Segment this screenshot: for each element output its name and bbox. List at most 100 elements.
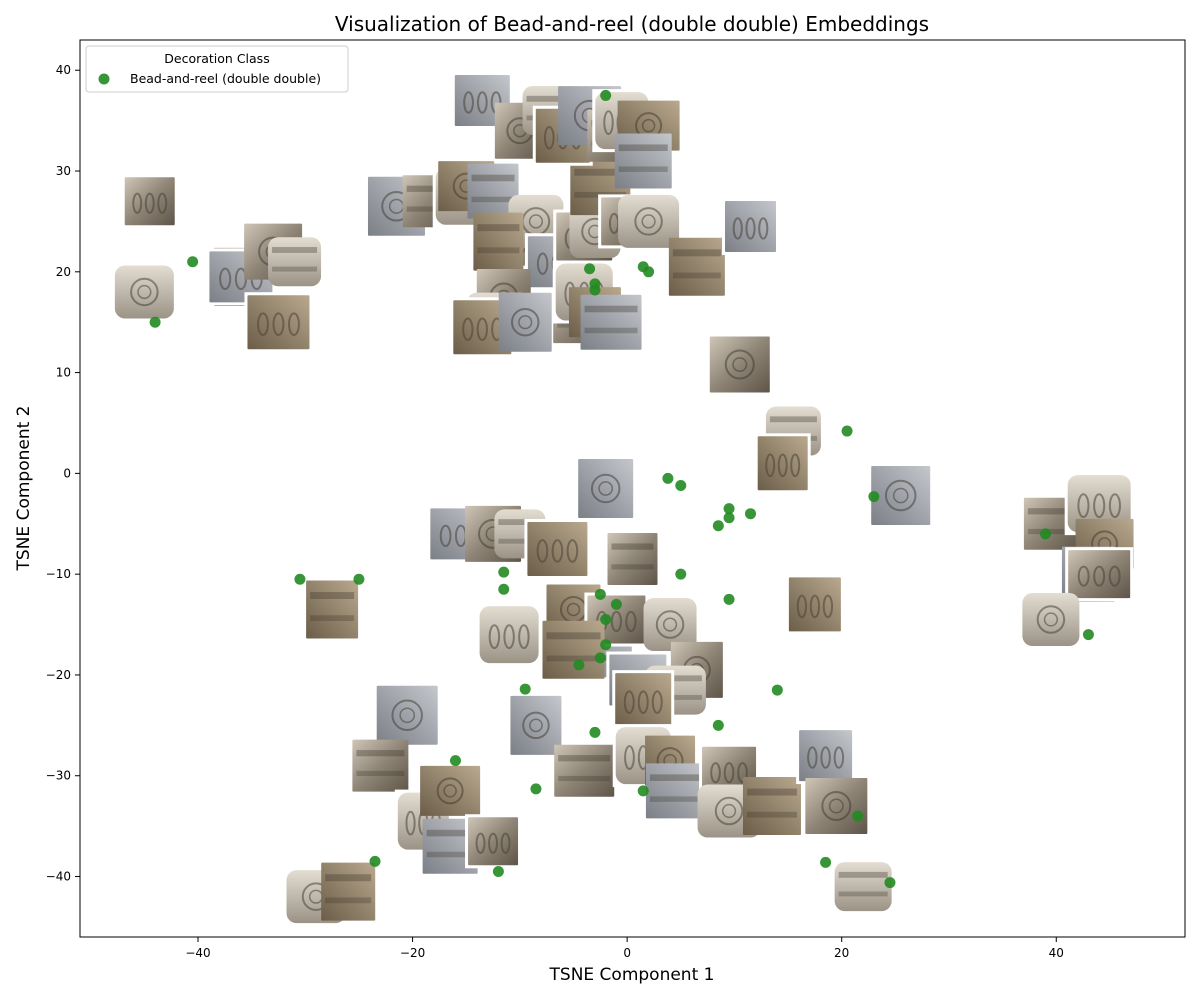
- image-thumbnail: [645, 763, 705, 819]
- scatter-point: [771, 684, 783, 696]
- scatter-point: [594, 652, 606, 664]
- scatter-point: [675, 479, 687, 491]
- image-thumbnail: [498, 292, 552, 352]
- scatter-point: [584, 263, 596, 275]
- scatter-point: [492, 865, 504, 877]
- scatter-point: [884, 877, 896, 889]
- scatter-point: [498, 566, 510, 578]
- scatter-point: [589, 726, 601, 738]
- legend: Decoration Class Bead-and-reel (double d…: [85, 45, 349, 93]
- y-tick-label: 30: [56, 164, 71, 178]
- x-axis-ticks: −40 −20 0 20 40: [185, 937, 1064, 960]
- image-thumbnail: [785, 574, 844, 635]
- image-thumbnail: [1022, 593, 1080, 647]
- scatter-point: [1082, 629, 1094, 641]
- scatter-point: [600, 614, 612, 626]
- image-thumbnail: [524, 518, 591, 579]
- scatter-point: [841, 425, 853, 437]
- y-tick-label: −40: [46, 870, 71, 884]
- y-tick-label: 0: [63, 466, 71, 480]
- scatter-points: [149, 89, 1094, 889]
- legend-marker: [98, 73, 110, 85]
- image-thumbnail: [578, 459, 634, 518]
- image-thumbnail: [114, 265, 174, 319]
- image-thumbnail: [542, 620, 605, 679]
- image-thumbnail: [754, 433, 811, 494]
- y-tick-label: −30: [46, 769, 71, 783]
- image-thumbnail: [450, 297, 515, 358]
- image-thumbnail: [554, 744, 615, 797]
- image-thumbnail: [722, 197, 780, 255]
- image-thumbnail: [580, 294, 642, 350]
- scatter-point: [712, 520, 724, 532]
- y-tick-label: 20: [56, 265, 71, 279]
- scatter-point: [294, 573, 306, 585]
- image-thumbnail: [268, 237, 322, 287]
- chart-title: Visualization of Bead-and-reel (double d…: [335, 12, 929, 36]
- image-thumbnail: [244, 292, 313, 353]
- image-thumbnail: [668, 237, 725, 296]
- image-thumbnail: [805, 777, 868, 834]
- plot-frame: [79, 39, 1186, 938]
- scatter-point: [1040, 528, 1052, 540]
- legend-title: Decoration Class: [164, 51, 269, 66]
- x-tick-label: 0: [623, 946, 631, 960]
- image-thumbnail: [467, 163, 519, 219]
- image-thumbnail: [376, 685, 438, 745]
- image-thumbnail: [473, 212, 524, 271]
- image-thumbnail: [451, 71, 513, 129]
- image-thumbnail: [1065, 547, 1134, 602]
- image-thumbnail: [121, 174, 178, 229]
- image-thumbnail: [510, 695, 562, 755]
- image-thumbnail: [422, 818, 478, 874]
- scatter-point: [723, 593, 735, 605]
- y-tick-label: 40: [56, 63, 71, 77]
- image-thumbnail: [352, 739, 409, 792]
- scatter-point: [868, 491, 880, 503]
- image-thumbnail: [643, 598, 697, 652]
- scatter-point: [852, 810, 864, 822]
- y-axis-ticks: −40 −30 −20 −10 0 10 20 30 40: [46, 63, 80, 884]
- scatter-point: [675, 568, 687, 580]
- scatter-point: [498, 583, 510, 595]
- image-thumbnail: [612, 670, 675, 731]
- scatter-point: [643, 266, 655, 278]
- scatter-point: [589, 284, 601, 296]
- y-tick-label: −10: [46, 567, 71, 581]
- scatter-point: [353, 573, 365, 585]
- scatter-point: [662, 472, 674, 484]
- image-thumbnail: [614, 133, 672, 189]
- image-thumbnail: [607, 533, 658, 586]
- image-thumbnail: [618, 194, 680, 248]
- image-thumbnail: [465, 814, 522, 869]
- scatter-point: [449, 755, 461, 767]
- scatter-point: [723, 503, 735, 515]
- scatter-point: [600, 639, 612, 651]
- image-thumbnail: [709, 336, 770, 393]
- scatter-point: [594, 588, 606, 600]
- image-thumbnail: [871, 466, 931, 526]
- scatter-point: [723, 512, 735, 524]
- scatter-point: [530, 783, 542, 795]
- legend-box: [85, 45, 349, 93]
- x-axis-label: TSNE Component 1: [549, 965, 715, 985]
- image-thumbnail: [476, 603, 542, 667]
- image-thumbnail: [306, 580, 359, 639]
- y-tick-label: −20: [46, 668, 71, 682]
- image-thumbnail: [1023, 497, 1078, 550]
- x-tick-label: −20: [400, 946, 425, 960]
- scatter-point: [745, 508, 757, 520]
- scatter-point: [149, 316, 161, 328]
- scatter-point: [600, 89, 612, 101]
- image-thumbnail: [321, 862, 376, 921]
- image-thumbnail: [420, 765, 481, 816]
- y-axis-label: TSNE Component 2: [14, 406, 34, 572]
- scatter-point: [637, 785, 649, 797]
- image-thumbnail: [796, 727, 856, 785]
- scatter-point: [187, 256, 199, 268]
- scatter-point: [712, 719, 724, 731]
- x-tick-label: 40: [1049, 946, 1064, 960]
- scatter-point: [573, 659, 585, 671]
- y-tick-label: 10: [56, 366, 71, 380]
